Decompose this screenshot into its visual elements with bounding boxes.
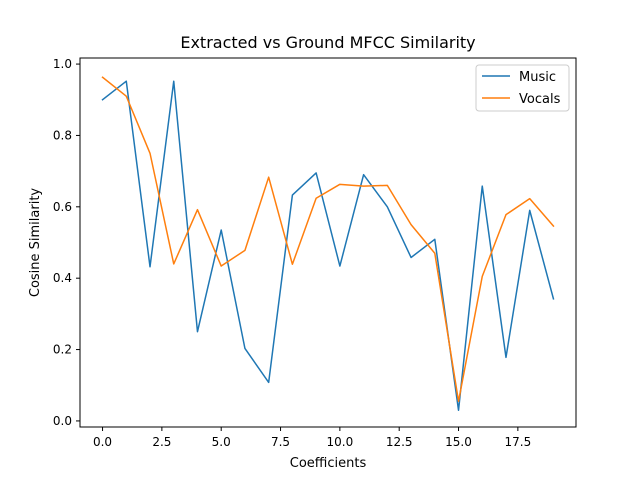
y-tick-label: 1.0 bbox=[53, 57, 72, 71]
x-tick-label: 2.5 bbox=[152, 435, 171, 449]
series-line-music bbox=[101, 80, 555, 411]
plot-area-frame bbox=[79, 57, 577, 428]
legend: Music Vocals bbox=[475, 64, 570, 112]
x-tick-label: 7.5 bbox=[271, 435, 290, 449]
y-axis-label: Cosine Similarity bbox=[28, 188, 43, 298]
y-tick-label: 0.6 bbox=[53, 200, 72, 214]
y-tick-label: 0.2 bbox=[53, 343, 72, 357]
chart-title: Extracted vs Ground MFCC Similarity bbox=[180, 33, 475, 52]
y-axis-ticks: 0.0 0.2 0.4 0.6 0.8 1.0 bbox=[53, 57, 80, 428]
series-line-vocals bbox=[101, 76, 555, 403]
x-tick-label: 17.5 bbox=[504, 435, 531, 449]
legend-label-music: Music bbox=[519, 70, 556, 85]
x-tick-label: 10.0 bbox=[327, 435, 354, 449]
x-tick-label: 5.0 bbox=[212, 435, 231, 449]
x-tick-label: 0.0 bbox=[93, 435, 112, 449]
x-tick-label: 12.5 bbox=[386, 435, 413, 449]
x-axis-label: Coefficients bbox=[290, 456, 367, 471]
series-lines bbox=[101, 76, 555, 411]
y-tick-label: 0.0 bbox=[53, 414, 72, 428]
y-tick-label: 0.4 bbox=[53, 271, 72, 285]
x-tick-label: 15.0 bbox=[445, 435, 472, 449]
x-axis-ticks: 0.0 2.5 5.0 7.5 10.0 12.5 15.0 17.5 bbox=[93, 427, 531, 449]
y-tick-label: 0.8 bbox=[53, 128, 72, 142]
legend-label-vocals: Vocals bbox=[519, 92, 561, 107]
